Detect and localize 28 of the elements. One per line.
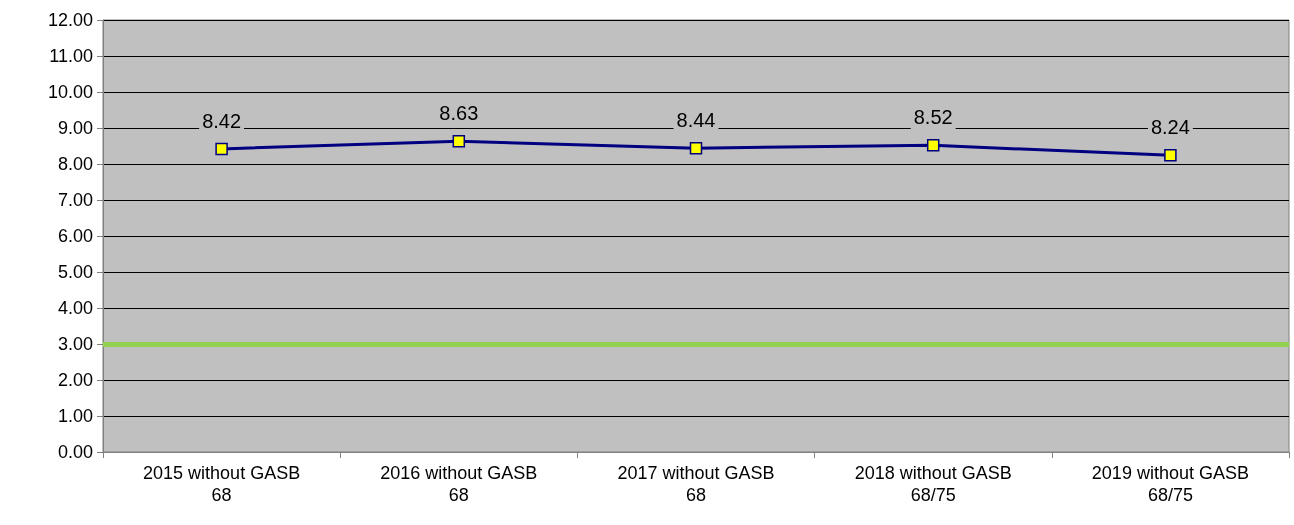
data-label: 8.63 — [439, 102, 479, 125]
y-tick-label: 11.00 — [49, 46, 93, 66]
data-label: 8.52 — [913, 106, 953, 129]
data-label: 8.42 — [202, 109, 242, 132]
point — [452, 135, 466, 148]
y-tick-label: 2.00 — [57, 370, 93, 390]
y-tick-label: 5.00 — [57, 262, 93, 282]
y-tick-label: 9.00 — [57, 118, 93, 138]
point — [215, 142, 228, 156]
data-label: 8.24 — [1150, 116, 1190, 139]
y-tick-label: 4.00 — [57, 298, 93, 318]
y-tick-label: 3.00 — [57, 334, 93, 354]
point — [926, 139, 940, 152]
data-label: 8.44 — [676, 108, 716, 131]
x-tick-label: 2019 without GASB 68/75 — [1091, 463, 1249, 505]
x-tick-label: 2018 without GASB 68/75 — [854, 463, 1012, 505]
point — [1164, 149, 1177, 162]
y-tick-label: 10.00 — [47, 82, 93, 102]
y-tick-label: 7.00 — [57, 190, 93, 210]
x-tick-label: 2016 without GASB 68 — [380, 463, 538, 505]
x-tick-label: 2017 without GASB 68 — [617, 463, 775, 505]
y-tick-label: 8.00 — [57, 154, 93, 174]
point — [689, 141, 703, 155]
y-tick-label: 0.00 — [57, 442, 93, 462]
y-tick-label: 6.00 — [57, 226, 93, 246]
y-tick-label: 12.00 — [47, 10, 93, 30]
y-tick-label: 1.00 — [57, 406, 93, 426]
x-tick-label: 2015 without GASB 68 — [143, 463, 301, 505]
